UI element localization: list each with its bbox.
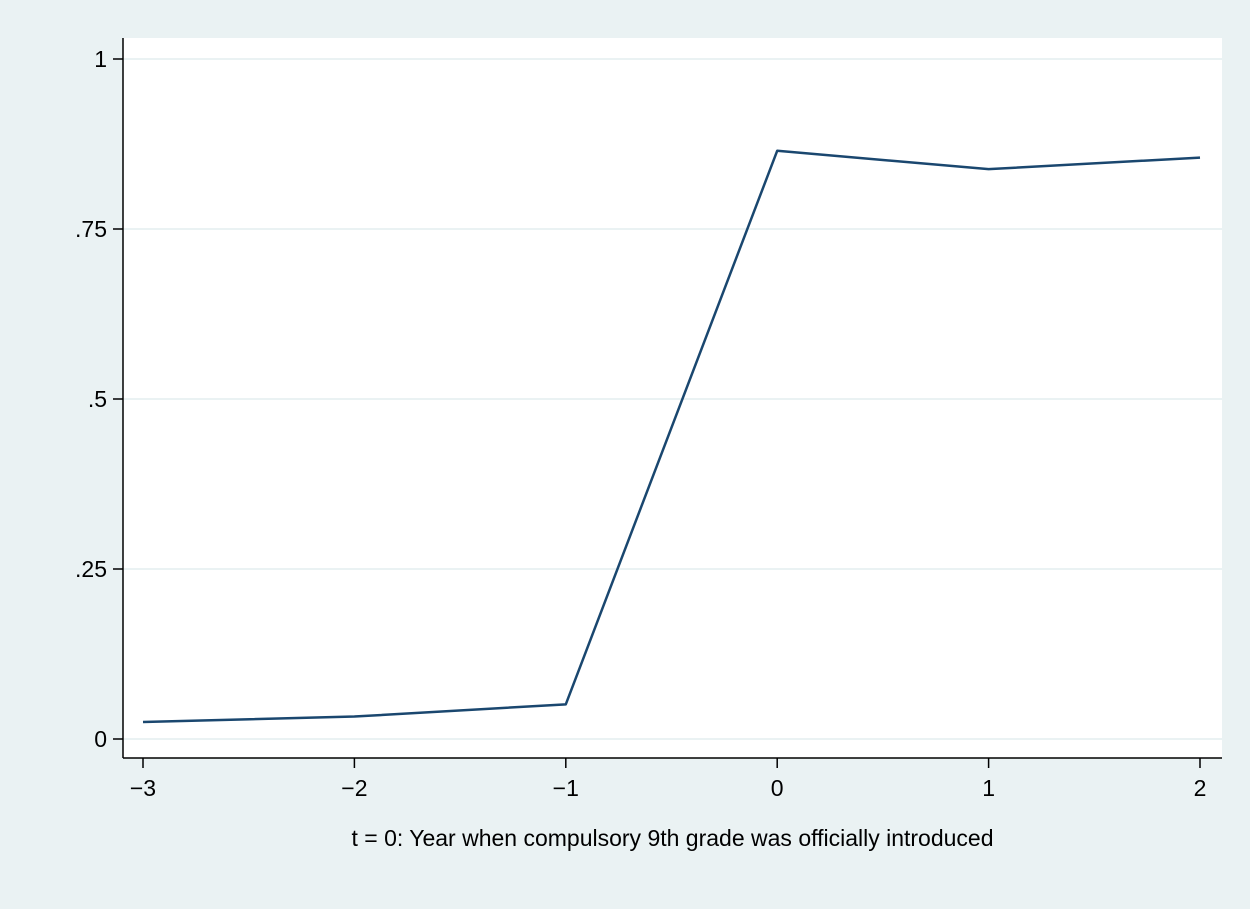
y-tick-label: .25 — [75, 556, 107, 582]
x-tick-label: 1 — [982, 775, 995, 801]
y-tick-label: .75 — [75, 216, 107, 242]
x-axis-title: t = 0: Year when compulsory 9th grade wa… — [351, 825, 993, 851]
x-axis-ticks: −3 −2 −1 0 1 2 — [130, 758, 1207, 801]
x-tick-label: −2 — [341, 775, 367, 801]
y-axis-ticks: 0 .25 .5 .75 1 — [75, 46, 123, 752]
x-tick-label: 2 — [1194, 775, 1207, 801]
y-tick-label: .5 — [88, 386, 107, 412]
series-line-0 — [142, 149, 1201, 724]
gridlines — [123, 58, 1222, 740]
y-tick-label: 0 — [94, 726, 107, 752]
x-tick-label: 0 — [771, 775, 784, 801]
x-tick-label: −3 — [130, 775, 156, 801]
y-tick-label: 1 — [94, 46, 107, 72]
x-tick-label: −1 — [553, 775, 579, 801]
series-group — [142, 149, 1201, 724]
